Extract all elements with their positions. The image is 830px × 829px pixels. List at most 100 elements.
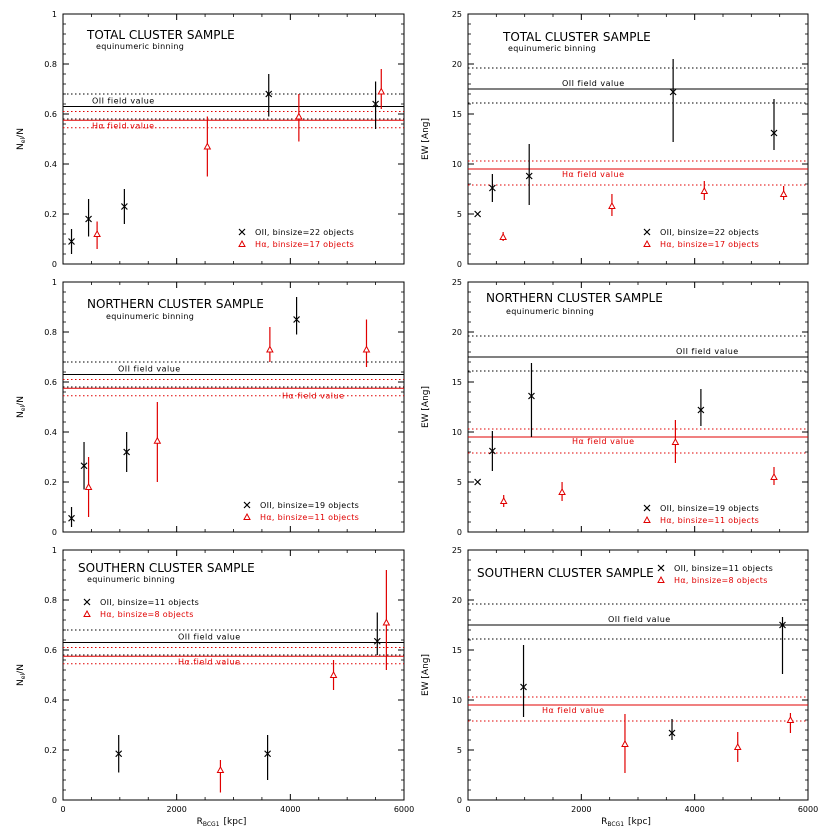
panel-title: TOTAL CLUSTER SAMPLE	[86, 28, 235, 42]
y-tick-label: 1	[52, 10, 57, 19]
y-axis-label: Nel/N	[16, 664, 27, 686]
ha-point-marker	[700, 186, 709, 194]
oii-field-label: OII field value	[178, 633, 241, 642]
y-tick-label: 20	[452, 60, 462, 69]
oii-point-marker	[120, 203, 128, 210]
binning-note: equinumeric binning	[506, 307, 594, 316]
ha-point-marker	[216, 765, 225, 773]
legend-entry: Hα, binsize=17 objects	[660, 240, 759, 249]
oii-point-marker	[525, 172, 533, 180]
oii-point-marker	[528, 392, 535, 400]
oii-point-marker	[85, 215, 92, 223]
y-axis-label-sub: el	[20, 138, 27, 144]
y-tick-label: 15	[452, 646, 462, 655]
oii-point-marker	[115, 750, 123, 758]
oii-point-marker	[669, 88, 677, 96]
y-tick-label: 0.4	[44, 160, 57, 169]
y-tick-label: 0.2	[44, 210, 57, 219]
oii-field-label: OII field value	[118, 365, 181, 374]
legend-entry: Hα, binsize=17 objects	[255, 240, 354, 249]
y-tick-label: 20	[452, 596, 462, 605]
oii-point-marker	[520, 683, 527, 691]
legend-oii-marker	[83, 598, 91, 606]
oii-field-label: OII field value	[92, 97, 155, 106]
y-tick-label: 15	[452, 378, 462, 387]
ha-point-marker	[499, 496, 508, 504]
legend-oii-marker	[657, 564, 665, 572]
oii-point-marker	[488, 184, 496, 192]
oii-point-marker	[372, 100, 380, 108]
ha-field-label: Hα field value	[572, 437, 635, 446]
ha-field-label: Hα field value	[92, 121, 155, 130]
plot-frame	[62, 549, 405, 801]
y-axis-label-rest: /N	[16, 128, 26, 138]
x-tick-label: 2000	[571, 805, 591, 814]
legend-ha-marker	[238, 239, 246, 247]
legend-oii-marker	[243, 501, 251, 509]
y-tick-label: 15	[452, 110, 462, 119]
x-axis-label-sub: BCG1	[203, 821, 220, 828]
x-axis-label: RBCG1 [kpc]	[601, 817, 651, 828]
y-tick-label: 10	[452, 428, 462, 437]
y-tick-label: 5	[457, 210, 462, 219]
panel-top-right: 0 5 10 15 20 25 EW [Ang] OII field value Hα fiel…	[421, 10, 809, 269]
ha-point-marker	[558, 487, 566, 495]
y-axis-label-rest: /N	[16, 396, 26, 406]
legend-ha-marker	[657, 575, 665, 583]
ha-point-marker	[377, 87, 386, 95]
y-tick-label: 5	[457, 746, 462, 755]
ha-point-marker	[93, 229, 101, 237]
y-tick-label: 0	[52, 260, 57, 269]
binning-note: equinumeric binning	[96, 42, 184, 51]
legend-oii-marker	[643, 228, 651, 236]
oii-point-marker	[373, 637, 381, 645]
ha-point-marker	[329, 670, 338, 678]
oii-point-marker	[265, 90, 273, 98]
panel-title: NORTHERN CLUSTER SAMPLE	[486, 291, 663, 305]
plot-frame	[467, 281, 809, 533]
panel-title: SOUTHERN CLUSTER SAMPLE	[78, 561, 255, 575]
ha-point-marker	[295, 112, 303, 120]
ha-field-label: Hα field value	[562, 170, 625, 179]
oii-field-label: OII field value	[676, 347, 739, 356]
ha-point-marker	[153, 436, 162, 444]
y-tick-label: 25	[452, 546, 462, 555]
ha-point-marker	[733, 742, 742, 750]
panel-title: SOUTHERN CLUSTER SAMPLE	[477, 566, 654, 580]
x-axis-label-sub: BCG1	[607, 821, 624, 828]
legend-oii-marker	[238, 228, 246, 236]
ha-point-marker	[608, 201, 616, 209]
y-tick-label: 10	[452, 696, 462, 705]
x-axis-label-main: R	[197, 817, 203, 827]
legend-oii-marker	[643, 504, 651, 512]
legend-ha-marker	[83, 609, 91, 617]
y-tick-label: 10	[452, 160, 462, 169]
y-axis-label: Nel/N	[16, 128, 27, 150]
y-tick-label: 0.6	[44, 378, 57, 387]
panel-title: TOTAL CLUSTER SAMPLE	[502, 30, 651, 44]
y-tick-label: 1	[52, 278, 57, 287]
y-axis-label: Nel/N	[16, 396, 27, 418]
y-tick-label: 25	[452, 278, 462, 287]
panel-middle-right: 0 5 10 15 20 25 EW [Ang] OII field value Hα fiel…	[421, 278, 809, 537]
ha-point-marker	[382, 618, 391, 626]
legend-entry: OII, binsize=11 objects	[674, 564, 773, 573]
x-tick-label: 2000	[166, 805, 186, 814]
ha-point-marker	[621, 739, 629, 747]
y-tick-label: 0	[52, 528, 57, 537]
y-tick-label: 20	[452, 328, 462, 337]
y-axis-label-main: N	[16, 411, 26, 418]
y-axis-label-rest: /N	[16, 664, 26, 674]
y-tick-label: 0.6	[44, 110, 57, 119]
x-axis-label: RBCG1 [kpc]	[197, 817, 247, 828]
y-tick-label: 5	[457, 478, 462, 487]
y-axis-label-sub: el	[20, 674, 27, 680]
oii-point-marker	[68, 238, 75, 245]
y-axis-label: EW [Ang]	[421, 118, 431, 160]
oii-point-marker	[474, 478, 482, 486]
oii-point-marker	[80, 462, 88, 470]
x-axis-label-unit: [kpc]	[628, 817, 651, 827]
oii-field-label: OII field value	[608, 615, 671, 624]
ha-point-marker	[779, 189, 788, 197]
